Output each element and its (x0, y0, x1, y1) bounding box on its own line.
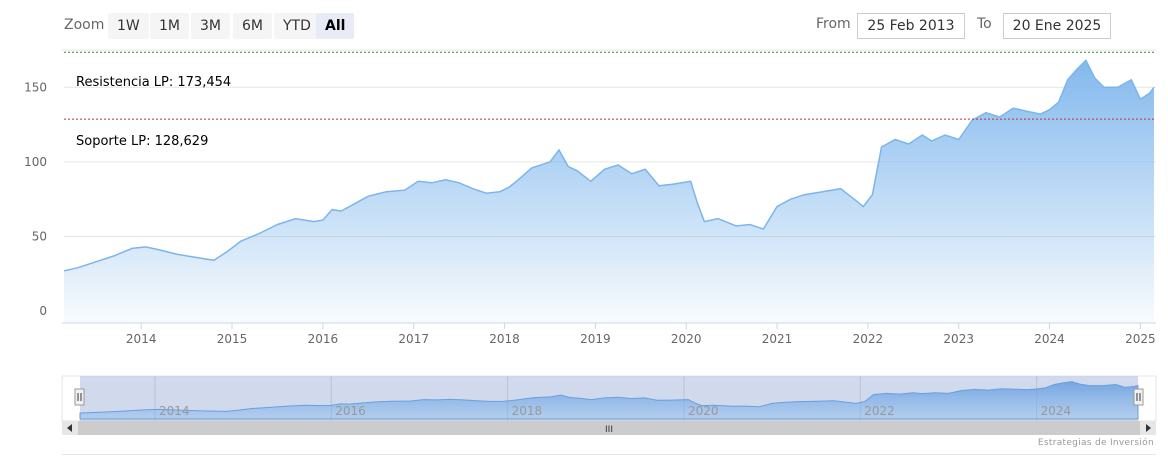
x-tick-label: 2025 (1125, 332, 1156, 346)
y-tick-label: 50 (32, 229, 47, 243)
navigator-handle-left[interactable] (74, 388, 85, 406)
from-label: From (816, 16, 851, 32)
zoom-3m-button[interactable]: 3M (191, 13, 230, 39)
to-date-input[interactable]: 20 Ene 2025 (1003, 13, 1111, 39)
bottom-divider (62, 454, 1156, 455)
y-tick-label: 100 (24, 155, 47, 169)
navigator-handle-right[interactable] (1133, 388, 1144, 406)
zoom-1w-button[interactable]: 1W (108, 13, 149, 39)
y-tick-label: 0 (39, 304, 47, 318)
scrollbar-thumb[interactable] (78, 421, 1140, 435)
x-tick-label: 2022 (853, 332, 884, 346)
navigator-area (79, 381, 1139, 420)
zoom-all-button[interactable]: All (316, 13, 355, 39)
to-label: To (977, 16, 992, 32)
x-tick-label: 2019 (580, 332, 611, 346)
resistance-label: Resistencia LP: 173,454 (76, 75, 231, 90)
scroll-left-arrow[interactable] (62, 421, 78, 435)
zoom-label: Zoom (64, 17, 105, 33)
from-date-input[interactable]: 25 Feb 2013 (857, 13, 965, 39)
x-tick-label: 2023 (943, 332, 974, 346)
x-tick-label: 2016 (308, 332, 339, 346)
zoom-6m-button[interactable]: 6M (233, 13, 272, 39)
x-tick-label: 2021 (762, 332, 793, 346)
x-tick-label: 2014 (126, 332, 157, 346)
x-tick-label: 2020 (671, 332, 702, 346)
price-area (64, 60, 1154, 324)
navigator-year-label: 2014 (159, 404, 190, 418)
x-tick-label: 2017 (398, 332, 429, 346)
x-tick-label: 2015 (217, 332, 248, 346)
x-tick-label: 2018 (489, 332, 520, 346)
navigator-year-label: 2024 (1041, 404, 1072, 418)
price-line (63, 59, 1155, 272)
scroll-right-arrow[interactable] (1140, 421, 1156, 435)
scrollbar-grip: III (605, 425, 613, 435)
navigator-year-label: 2016 (335, 404, 366, 418)
y-tick-label: 150 (24, 80, 47, 94)
x-tick-label: 2024 (1034, 332, 1065, 346)
zoom-1m-button[interactable]: 1M (150, 13, 189, 39)
zoom-ytd-button[interactable]: YTD (274, 13, 320, 39)
navigator-year-label: 2018 (512, 404, 543, 418)
support-label: Soporte LP: 128,629 (76, 134, 208, 149)
navigator-year-label: 2022 (864, 404, 895, 418)
credits: Estrategias de Inversión (1037, 438, 1154, 448)
navigator-year-label: 2020 (688, 404, 719, 418)
